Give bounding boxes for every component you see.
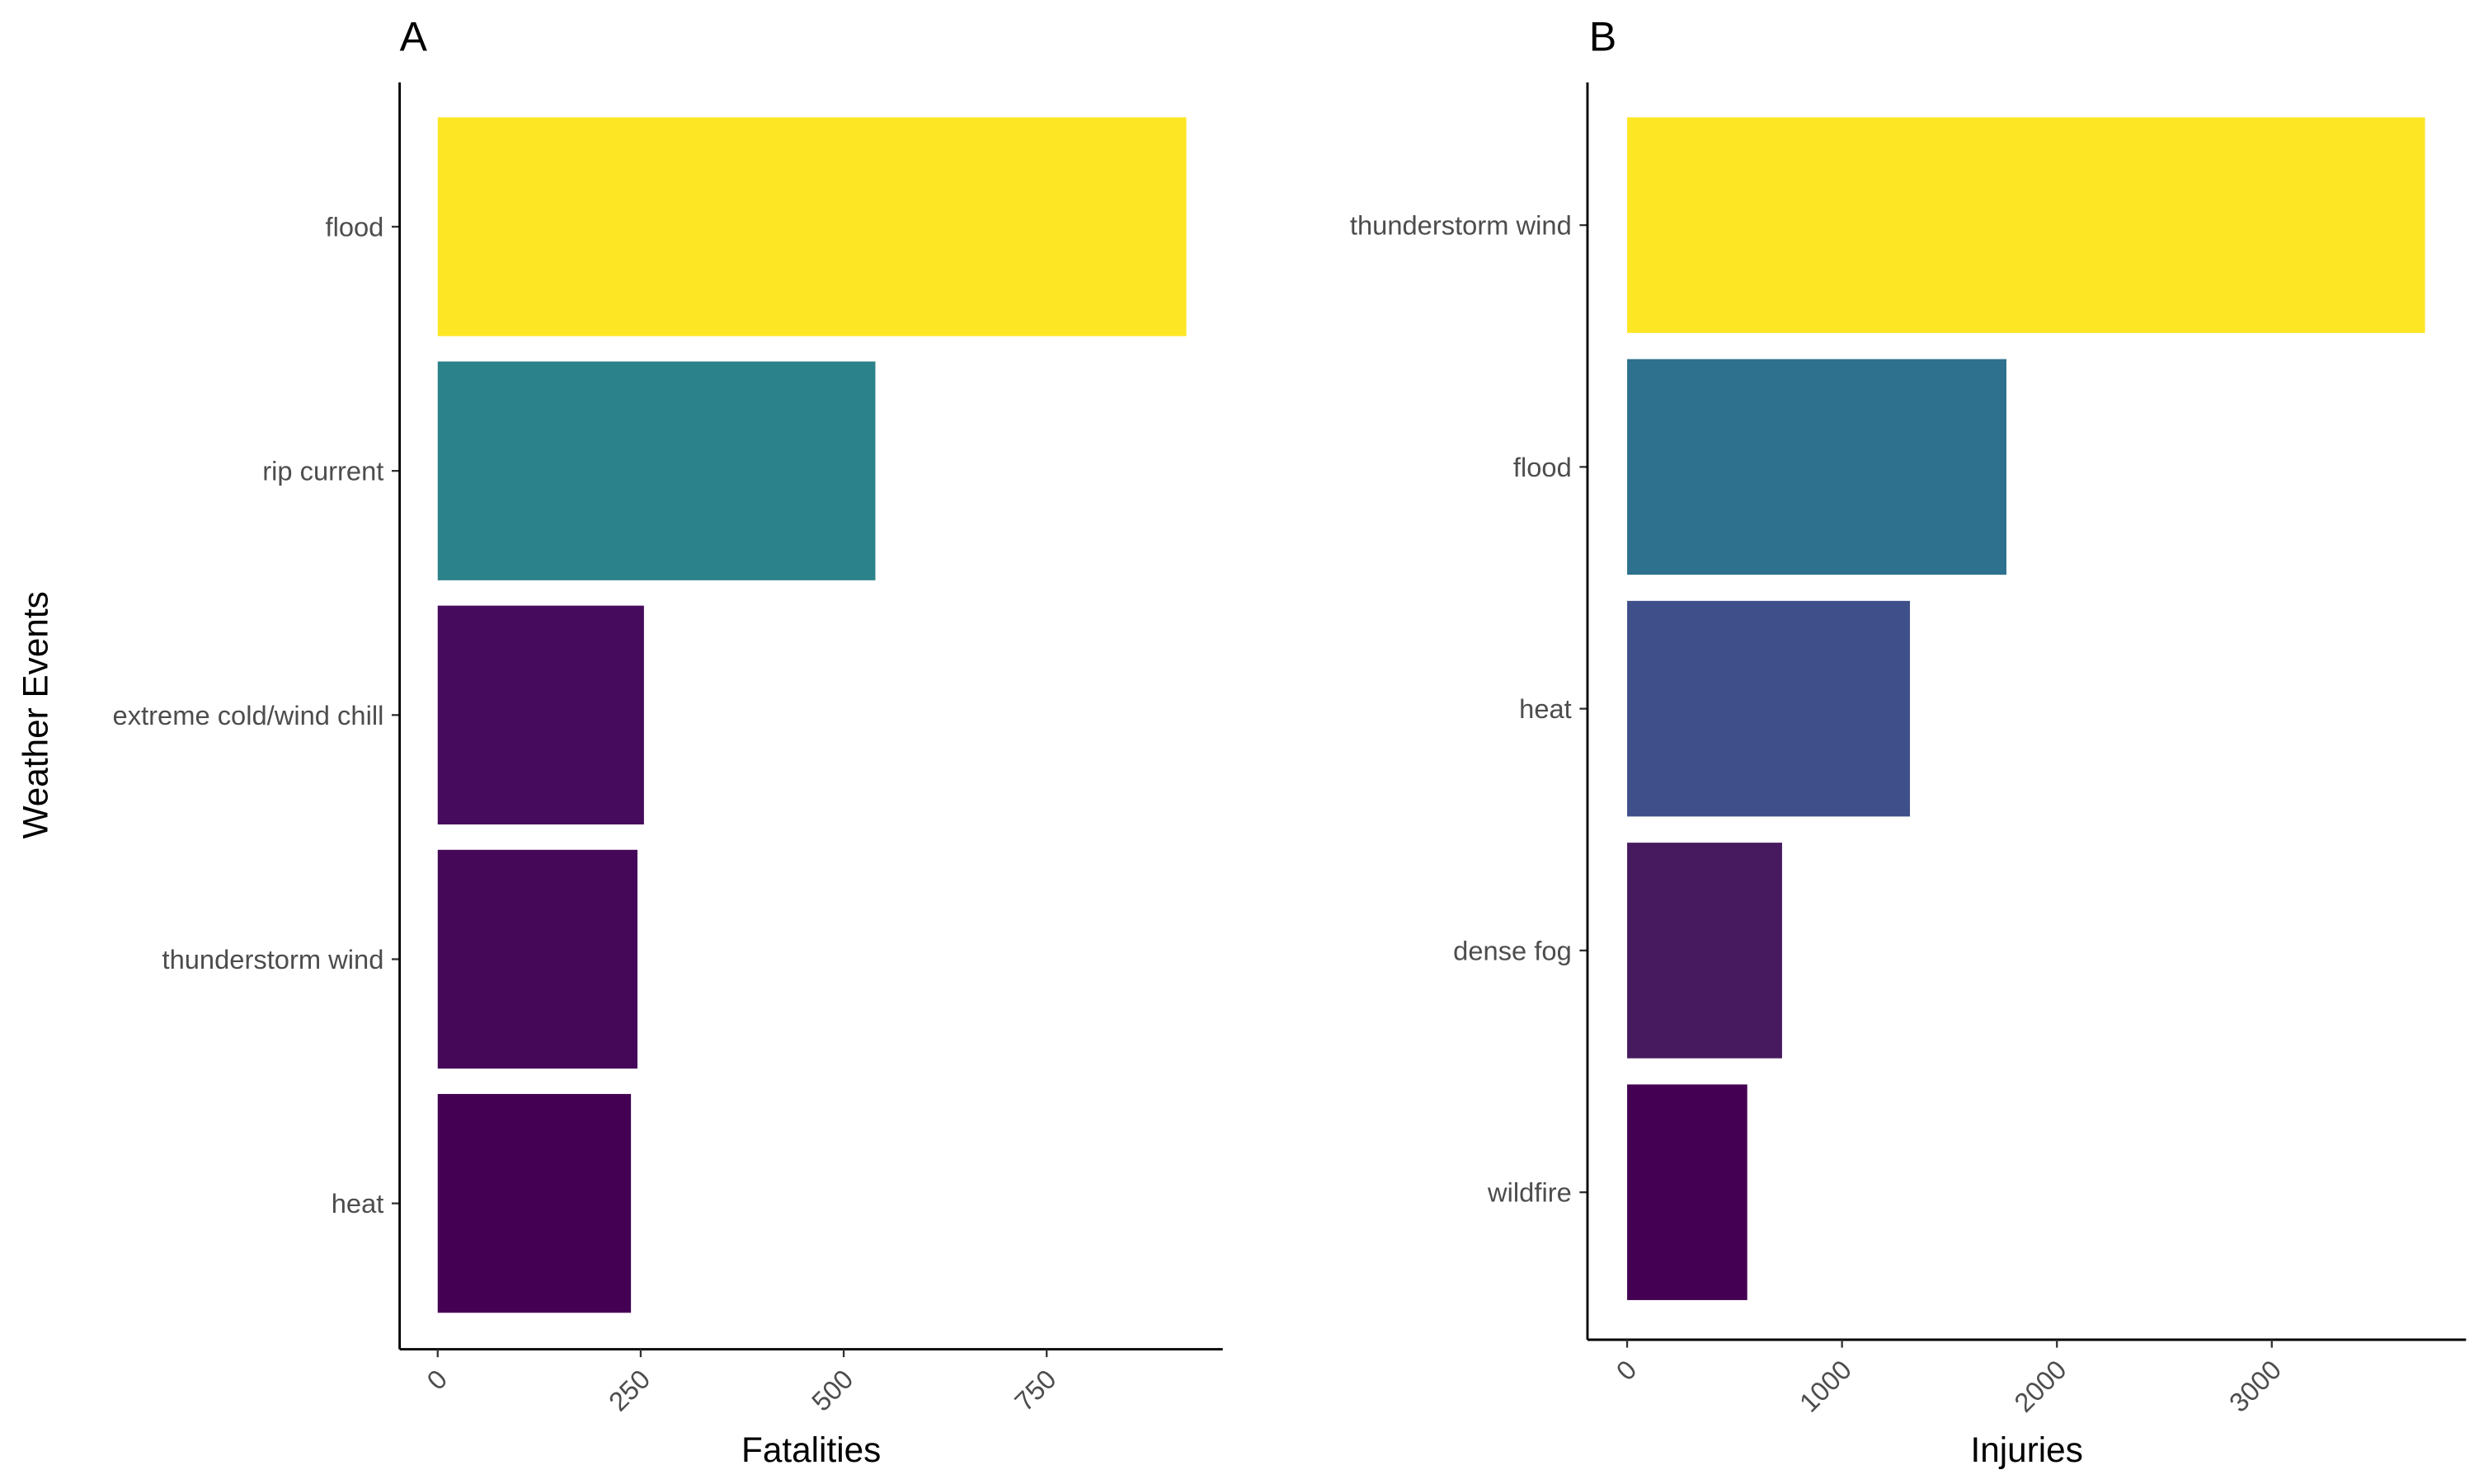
y-tick-label: heat xyxy=(332,1188,384,1219)
x-axis-title-a: Fatalities xyxy=(741,1430,881,1469)
x-tick-label: 500 xyxy=(806,1364,859,1417)
bar-a-extreme-cold-wind-chill xyxy=(437,605,644,824)
bar-a-thunderstorm-wind xyxy=(437,849,637,1069)
bar-b-flood xyxy=(1627,359,2006,575)
y-tick-label: thunderstorm wind xyxy=(1350,210,1572,241)
y-tick-label: thunderstorm wind xyxy=(162,944,383,974)
x-tick-label: 750 xyxy=(1009,1364,1062,1417)
bar-b-wildfire xyxy=(1627,1084,1747,1300)
bar-b-dense-fog xyxy=(1627,843,1782,1059)
bar-b-heat xyxy=(1627,600,1910,817)
x-tick-label: 250 xyxy=(603,1364,656,1417)
y-tick-label: rip current xyxy=(262,456,383,486)
y-tick-label: wildfire xyxy=(1487,1177,1572,1208)
panel-tag-b: B xyxy=(1589,14,1616,60)
x-tick-label: 0 xyxy=(421,1364,453,1396)
x-tick-label: 0 xyxy=(1610,1354,1642,1386)
bar-b-thunderstorm-wind xyxy=(1627,117,2425,333)
x-tick-label: 2000 xyxy=(2008,1354,2072,1418)
y-tick-label: dense fog xyxy=(1453,935,1572,965)
y-tick-label: flood xyxy=(325,212,383,242)
y-axis-title: Weather Events xyxy=(16,591,55,838)
x-tick-label: 3000 xyxy=(2223,1354,2288,1418)
y-tick-label: flood xyxy=(1513,452,1572,482)
bar-a-rip-current xyxy=(437,361,876,580)
x-tick-label: 1000 xyxy=(1793,1354,1857,1418)
y-tick-label: heat xyxy=(1519,693,1572,724)
bar-a-flood xyxy=(437,117,1187,336)
bar-a-heat xyxy=(437,1093,632,1313)
y-tick-label: extreme cold/wind chill xyxy=(113,700,384,730)
panel-tag-a: A xyxy=(400,14,428,60)
x-axis-title-b: Injuries xyxy=(1971,1430,2083,1469)
